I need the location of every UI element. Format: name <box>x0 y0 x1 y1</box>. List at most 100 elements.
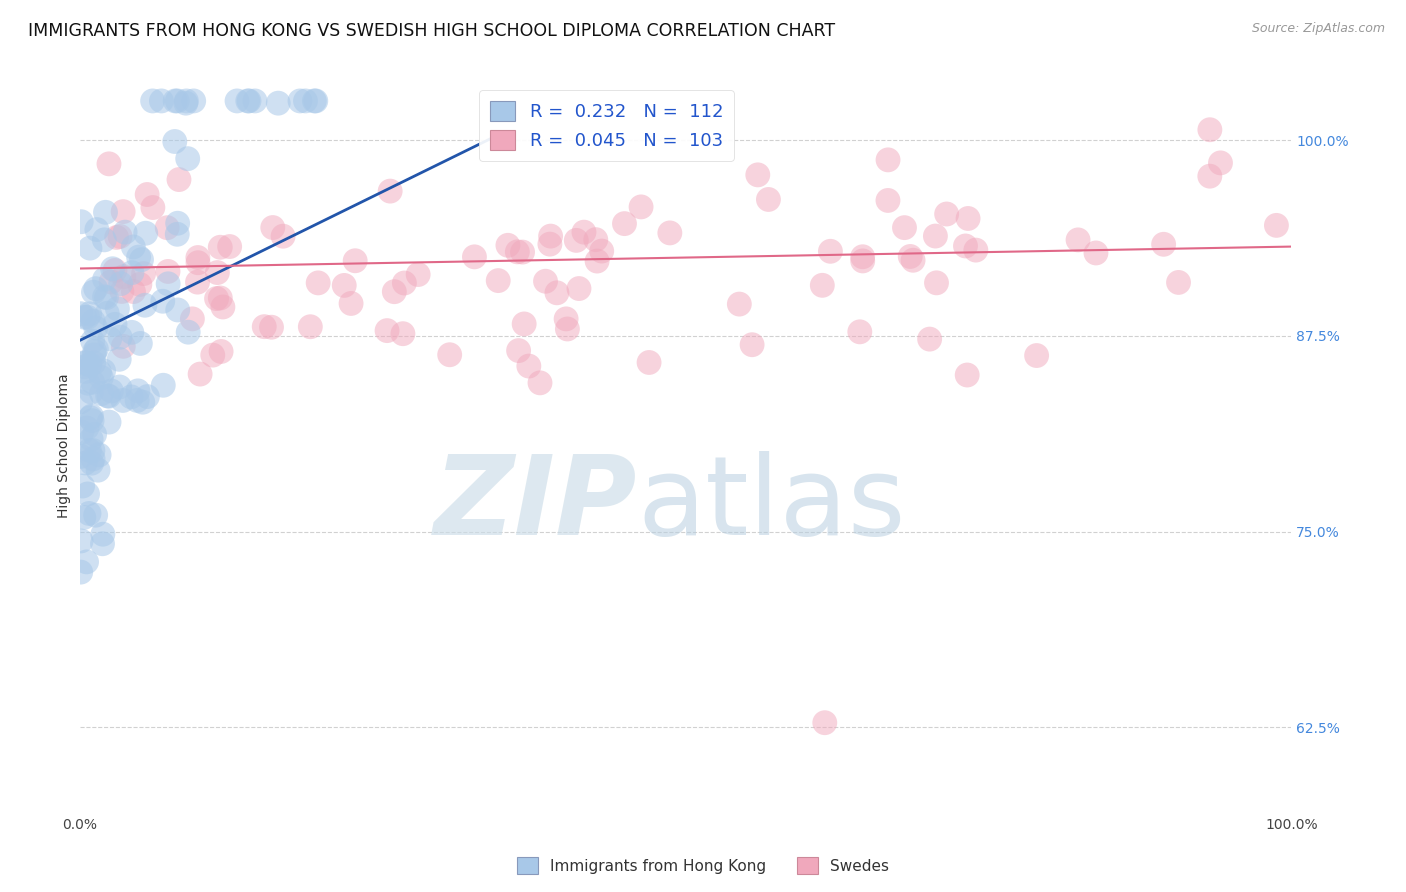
Point <box>77 507 100 521</box>
Point <box>82 414 104 428</box>
Point <box>75 456 97 470</box>
Point <box>243 94 266 108</box>
Point <box>965 243 987 257</box>
Point <box>406 268 429 282</box>
Point <box>110 277 132 291</box>
Point <box>93 272 115 286</box>
Point <box>156 264 179 278</box>
Point <box>80 409 103 424</box>
Point <box>209 344 232 359</box>
Point <box>218 239 240 253</box>
Point <box>73 310 96 325</box>
Legend: R =  0.232   N =  112, R =  0.045   N =  103: R = 0.232 N = 112, R = 0.045 N = 103 <box>479 90 734 161</box>
Point <box>177 325 200 339</box>
Point <box>82 334 104 348</box>
Point <box>90 370 112 384</box>
Point <box>183 94 205 108</box>
Point <box>82 314 104 328</box>
Point <box>80 384 103 399</box>
Y-axis label: High School Diploma: High School Diploma <box>58 373 72 517</box>
Point <box>142 201 165 215</box>
Point <box>1085 246 1108 260</box>
Text: IMMIGRANTS FROM HONG KONG VS SWEDISH HIGH SCHOOL DIPLOMA CORRELATION CHART: IMMIGRANTS FROM HONG KONG VS SWEDISH HIG… <box>28 22 835 40</box>
Point <box>82 285 104 300</box>
Point <box>538 237 561 252</box>
Point <box>128 277 150 292</box>
Point <box>105 230 128 244</box>
Point <box>209 291 232 305</box>
Point <box>901 253 924 268</box>
Point <box>187 251 209 265</box>
Point <box>513 317 536 331</box>
Point <box>152 294 174 309</box>
Point <box>572 225 595 239</box>
Point <box>132 267 155 281</box>
Point <box>877 194 900 208</box>
Point <box>166 227 188 242</box>
Point <box>187 256 209 270</box>
Point <box>89 365 111 379</box>
Point <box>121 266 143 280</box>
Point <box>658 226 681 240</box>
Point <box>956 368 979 382</box>
Point <box>73 510 96 524</box>
Point <box>76 421 98 435</box>
Point <box>852 250 875 264</box>
Point <box>166 94 188 108</box>
Point <box>98 389 121 403</box>
Point <box>84 282 107 296</box>
Point <box>69 565 91 579</box>
Point <box>122 285 145 299</box>
Point <box>238 94 260 108</box>
Point <box>728 297 751 311</box>
Point <box>747 168 769 182</box>
Point <box>157 277 180 291</box>
Point <box>80 432 103 446</box>
Point <box>181 311 204 326</box>
Point <box>104 263 127 277</box>
Point <box>163 135 186 149</box>
Point <box>517 359 540 373</box>
Point <box>108 330 131 344</box>
Point <box>207 266 229 280</box>
Point <box>529 376 551 390</box>
Point <box>613 217 636 231</box>
Point <box>86 342 108 356</box>
Point <box>1265 219 1288 233</box>
Point <box>394 276 416 290</box>
Point <box>382 285 405 299</box>
Point <box>165 94 187 108</box>
Point <box>260 320 283 334</box>
Point <box>83 348 105 362</box>
Point <box>392 326 415 341</box>
Point <box>820 244 842 259</box>
Point <box>112 339 135 353</box>
Point <box>131 252 153 267</box>
Point <box>79 307 101 321</box>
Point <box>586 254 609 268</box>
Point <box>80 456 103 470</box>
Point <box>76 487 98 501</box>
Point <box>76 310 98 325</box>
Point <box>534 274 557 288</box>
Point <box>546 285 568 300</box>
Text: ZIP: ZIP <box>433 450 637 558</box>
Point <box>120 390 142 404</box>
Point <box>540 229 562 244</box>
Point <box>439 348 461 362</box>
Point <box>82 451 104 466</box>
Point <box>111 285 134 299</box>
Point <box>877 153 900 167</box>
Point <box>73 359 96 374</box>
Point <box>79 410 101 425</box>
Point <box>304 94 326 108</box>
Point <box>70 425 93 440</box>
Point <box>91 527 114 541</box>
Point <box>262 220 284 235</box>
Point <box>132 395 155 409</box>
Point <box>186 275 208 289</box>
Point <box>288 94 311 108</box>
Point <box>307 276 329 290</box>
Point <box>111 393 134 408</box>
Point <box>267 96 290 111</box>
